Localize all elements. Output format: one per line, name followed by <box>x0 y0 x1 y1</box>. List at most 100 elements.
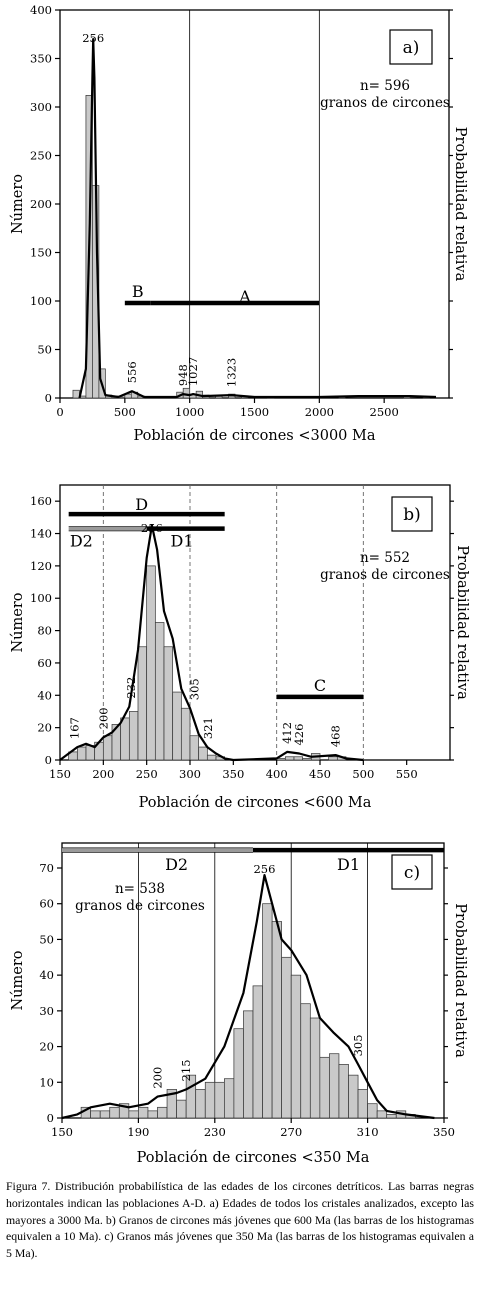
histogram-bar <box>172 691 182 761</box>
panel-letter: a) <box>403 38 420 58</box>
histogram-bar <box>252 985 263 1119</box>
histogram-bar <box>120 717 130 761</box>
histogram-bar <box>376 1110 388 1119</box>
panel-letter: c) <box>404 863 420 883</box>
y-tick-label: 150 <box>30 246 52 260</box>
x-tick-label: 150 <box>49 767 71 781</box>
peak-label: 215 <box>179 1059 193 1081</box>
histogram-bar <box>99 1110 111 1119</box>
histogram-bar <box>76 746 87 761</box>
histogram-bar <box>176 1099 187 1119</box>
x-tick-label: 310 <box>357 1125 379 1139</box>
peak-label: 305 <box>351 1034 365 1056</box>
y-tick-label: 300 <box>30 100 52 114</box>
y-tick-label: 50 <box>37 343 52 357</box>
peak-label: 200 <box>151 1067 165 1089</box>
histogram-bar <box>309 1017 321 1119</box>
y2-axis-label: Probabilidad relativa <box>454 545 470 700</box>
y-tick-label: 10 <box>39 1075 54 1089</box>
y-tick-label: 250 <box>30 149 52 163</box>
y-axis-label: Número <box>10 174 26 234</box>
x-tick-label: 190 <box>127 1125 149 1139</box>
histogram-bar <box>146 565 156 761</box>
peak-label: 200 <box>96 707 110 729</box>
histogram-bar <box>338 1064 349 1119</box>
x-tick-label: 230 <box>204 1125 226 1139</box>
histogram-bar <box>262 903 273 1119</box>
histogram-bar <box>284 756 295 761</box>
probability-curve <box>59 524 364 762</box>
histogram-bar <box>128 1110 139 1119</box>
sample-size-label: n= 552 <box>360 550 410 566</box>
histogram-bar <box>302 758 312 761</box>
peak-label: 256 <box>253 862 275 876</box>
histogram-bar <box>147 1110 158 1119</box>
peak-label: 305 <box>187 678 201 700</box>
histogram-bar <box>290 974 302 1119</box>
histogram-bar <box>157 1106 168 1119</box>
x-tick-label: 500 <box>114 405 136 419</box>
histogram-bar <box>224 1078 235 1119</box>
histogram-bar <box>137 646 148 761</box>
population-label-d1: D1 <box>170 532 193 551</box>
probability-curve <box>61 873 435 1120</box>
histogram-bar <box>72 389 80 399</box>
x-tick-label: 270 <box>280 1125 302 1139</box>
histogram-bar <box>328 756 338 761</box>
x-tick-label: 350 <box>222 767 244 781</box>
y-tick-label: 20 <box>39 1040 54 1054</box>
y-tick-label: 0 <box>45 753 52 767</box>
histogram-bar <box>281 956 292 1119</box>
x-axis-label: Población de circones <600 Ma <box>139 795 372 811</box>
histogram-bar <box>233 1028 244 1119</box>
histogram-bar <box>163 646 174 761</box>
sample-size-sublabel: granos de circones <box>75 898 205 914</box>
histogram-bar <box>386 1114 397 1119</box>
y-tick-label: 0 <box>45 391 52 405</box>
panel-letter-box <box>391 496 433 532</box>
y-tick-label: 50 <box>39 932 54 946</box>
plot-frame <box>59 9 450 399</box>
y-tick-label: 200 <box>30 197 52 211</box>
x-tick-label: 350 <box>433 1125 455 1139</box>
histogram-bar <box>214 1081 225 1119</box>
histogram-bar <box>348 1074 359 1119</box>
y-tick-label: 160 <box>30 494 52 508</box>
histogram-bar <box>154 622 165 761</box>
histogram-bar <box>206 754 217 761</box>
peak-label: 556 <box>125 361 139 383</box>
histogram-bar <box>90 1110 101 1119</box>
x-tick-label: 500 <box>352 767 374 781</box>
peak-label: 232 <box>124 677 138 699</box>
population-label-d2: D2 <box>70 532 93 551</box>
sample-size-sublabel: granos de circones <box>320 95 450 111</box>
x-tick-label: 2000 <box>305 405 334 419</box>
peak-label: 1027 <box>186 357 200 386</box>
x-tick-label: 2500 <box>370 405 399 419</box>
y-tick-label: 40 <box>39 968 54 982</box>
peak-label: 426 <box>292 724 306 746</box>
population-label-a: A <box>238 287 251 306</box>
x-tick-label: 0 <box>56 405 63 419</box>
peak-label: 256 <box>82 31 104 45</box>
population-label-b: B <box>132 282 144 301</box>
population-label-d1: D1 <box>337 855 360 874</box>
histogram-bar <box>195 1089 206 1119</box>
x-axis-label: Población de circones <350 Ma <box>137 1150 370 1166</box>
probability-curve <box>78 37 437 399</box>
y-tick-label: 30 <box>39 1004 54 1018</box>
population-label-d: D <box>135 495 148 514</box>
y-tick-label: 140 <box>30 527 52 541</box>
y-tick-label: 80 <box>37 624 52 638</box>
panel-letter-box <box>389 29 433 65</box>
peak-label: 167 <box>68 717 82 739</box>
histogram-bar <box>367 1103 378 1119</box>
population-label-d2: D2 <box>165 855 188 874</box>
x-tick-label: 150 <box>51 1125 73 1139</box>
panel-letter: b) <box>403 505 421 525</box>
x-axis-label: Población de circones <3000 Ma <box>133 428 375 444</box>
histogram-bar <box>204 1081 216 1119</box>
y-tick-label: 0 <box>47 1111 54 1125</box>
x-tick-label: 1500 <box>240 405 269 419</box>
histogram-bar <box>189 735 200 761</box>
